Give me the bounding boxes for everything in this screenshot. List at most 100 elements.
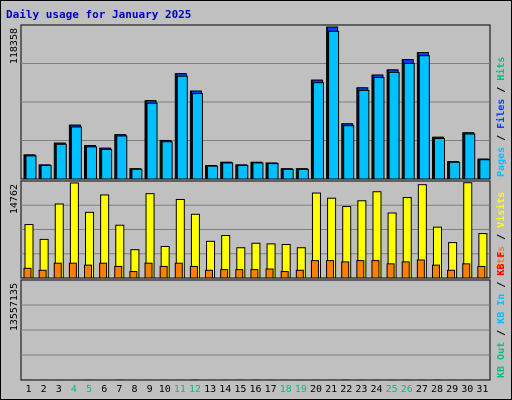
sites-bar bbox=[53, 262, 62, 279]
day-label: 2 bbox=[41, 384, 47, 395]
pages-bar bbox=[282, 168, 294, 180]
pages-bar bbox=[237, 165, 249, 180]
pages-bar bbox=[207, 165, 219, 180]
day-label: 29 bbox=[446, 384, 458, 395]
day-label: 23 bbox=[355, 384, 367, 395]
sites-bar bbox=[326, 260, 335, 279]
sites-bar bbox=[462, 263, 471, 279]
day-label: 10 bbox=[159, 384, 171, 395]
pages-bar bbox=[70, 126, 82, 180]
sites-bar bbox=[356, 260, 365, 279]
sites-bar bbox=[341, 261, 350, 279]
day-label: 7 bbox=[116, 384, 122, 395]
sites-bar bbox=[371, 260, 380, 279]
sites-bar bbox=[129, 271, 138, 279]
sites-bar bbox=[23, 267, 32, 279]
legend-entry: Sites bbox=[495, 246, 507, 276]
sites-bar bbox=[114, 265, 123, 279]
sites-bar bbox=[220, 269, 229, 279]
day-label: 9 bbox=[147, 384, 153, 395]
sites-bar bbox=[280, 271, 289, 279]
day-label: 25 bbox=[386, 384, 398, 395]
sites-bar bbox=[235, 269, 244, 279]
sites-bar bbox=[416, 259, 425, 279]
legend-entry: KB Out bbox=[496, 342, 507, 378]
pages-bar bbox=[464, 133, 476, 180]
legend-hits-files-pages: Pages / Files / Hits bbox=[495, 57, 507, 177]
legend-kb: KB Out / KB In / KB F bbox=[496, 252, 507, 378]
day-label: 26 bbox=[401, 384, 413, 395]
day-label: 6 bbox=[101, 384, 107, 395]
legend-separator: / bbox=[496, 129, 507, 147]
day-label: 20 bbox=[310, 384, 322, 395]
sites-bar bbox=[447, 269, 456, 279]
day-label: 16 bbox=[249, 384, 261, 395]
sites-bar bbox=[265, 268, 274, 279]
sites-bar bbox=[386, 263, 395, 279]
pages-bar bbox=[191, 93, 203, 180]
axis-max-label: 13557135 bbox=[9, 283, 20, 331]
day-label: 31 bbox=[476, 384, 488, 395]
sites-bar bbox=[295, 269, 304, 279]
sites-bar bbox=[250, 269, 259, 279]
panel-kb: 13557135 bbox=[9, 279, 491, 381]
panel-visits-sites: 14762 bbox=[9, 180, 491, 279]
day-label: 14 bbox=[219, 384, 231, 395]
day-label: 30 bbox=[461, 384, 473, 395]
pages-bar bbox=[433, 138, 445, 180]
sites-bar bbox=[477, 265, 486, 279]
legend-entry: Files bbox=[495, 99, 507, 129]
pages-bar bbox=[328, 30, 340, 180]
pages-bar bbox=[176, 75, 188, 180]
pages-bar bbox=[358, 89, 370, 180]
legend-entry: KB In bbox=[496, 294, 507, 324]
pages-bar bbox=[297, 168, 309, 180]
day-label: 19 bbox=[295, 384, 307, 395]
pages-bar bbox=[267, 163, 279, 180]
pages-bar bbox=[373, 77, 385, 180]
panel-hits-files-pages: 118358 bbox=[9, 24, 491, 180]
day-label: 24 bbox=[371, 384, 383, 395]
sites-bar bbox=[401, 261, 410, 279]
sites-bar bbox=[159, 265, 168, 279]
pages-bar bbox=[40, 165, 52, 180]
day-label: 12 bbox=[189, 384, 201, 395]
pages-bar bbox=[116, 135, 128, 180]
legend-entry: Hits bbox=[495, 57, 507, 81]
day-label: 5 bbox=[86, 384, 92, 395]
day-label: 13 bbox=[204, 384, 216, 395]
sites-bar bbox=[38, 269, 47, 279]
pages-bar bbox=[146, 102, 158, 180]
pages-bar bbox=[161, 141, 173, 180]
sites-bar bbox=[99, 262, 108, 279]
sites-bar bbox=[431, 264, 440, 279]
pages-bar bbox=[222, 162, 234, 180]
pages-bar bbox=[252, 162, 264, 180]
day-label: 3 bbox=[56, 384, 62, 395]
pages-bar bbox=[312, 82, 324, 180]
day-label: 21 bbox=[325, 384, 337, 395]
sites-bar bbox=[174, 262, 183, 279]
pages-bar bbox=[418, 55, 430, 180]
sites-bar bbox=[310, 260, 319, 279]
day-label: 18 bbox=[280, 384, 292, 395]
pages-bar bbox=[131, 168, 143, 180]
day-label: 8 bbox=[131, 384, 137, 395]
pages-bar bbox=[55, 143, 67, 180]
pages-bar bbox=[25, 155, 37, 180]
day-label: 27 bbox=[416, 384, 428, 395]
day-label: 28 bbox=[431, 384, 443, 395]
legend-entry: KB F bbox=[496, 252, 507, 276]
pages-bar bbox=[479, 159, 491, 180]
day-label: 4 bbox=[71, 384, 77, 395]
pages-bar bbox=[449, 161, 461, 180]
pages-bar bbox=[403, 62, 415, 180]
day-label: 15 bbox=[234, 384, 246, 395]
sites-bar bbox=[189, 265, 198, 279]
sites-bar bbox=[205, 269, 214, 279]
day-label: 17 bbox=[265, 384, 277, 395]
pages-bar bbox=[101, 148, 113, 180]
day-label: 22 bbox=[340, 384, 352, 395]
legend-entry: Pages bbox=[496, 147, 507, 177]
